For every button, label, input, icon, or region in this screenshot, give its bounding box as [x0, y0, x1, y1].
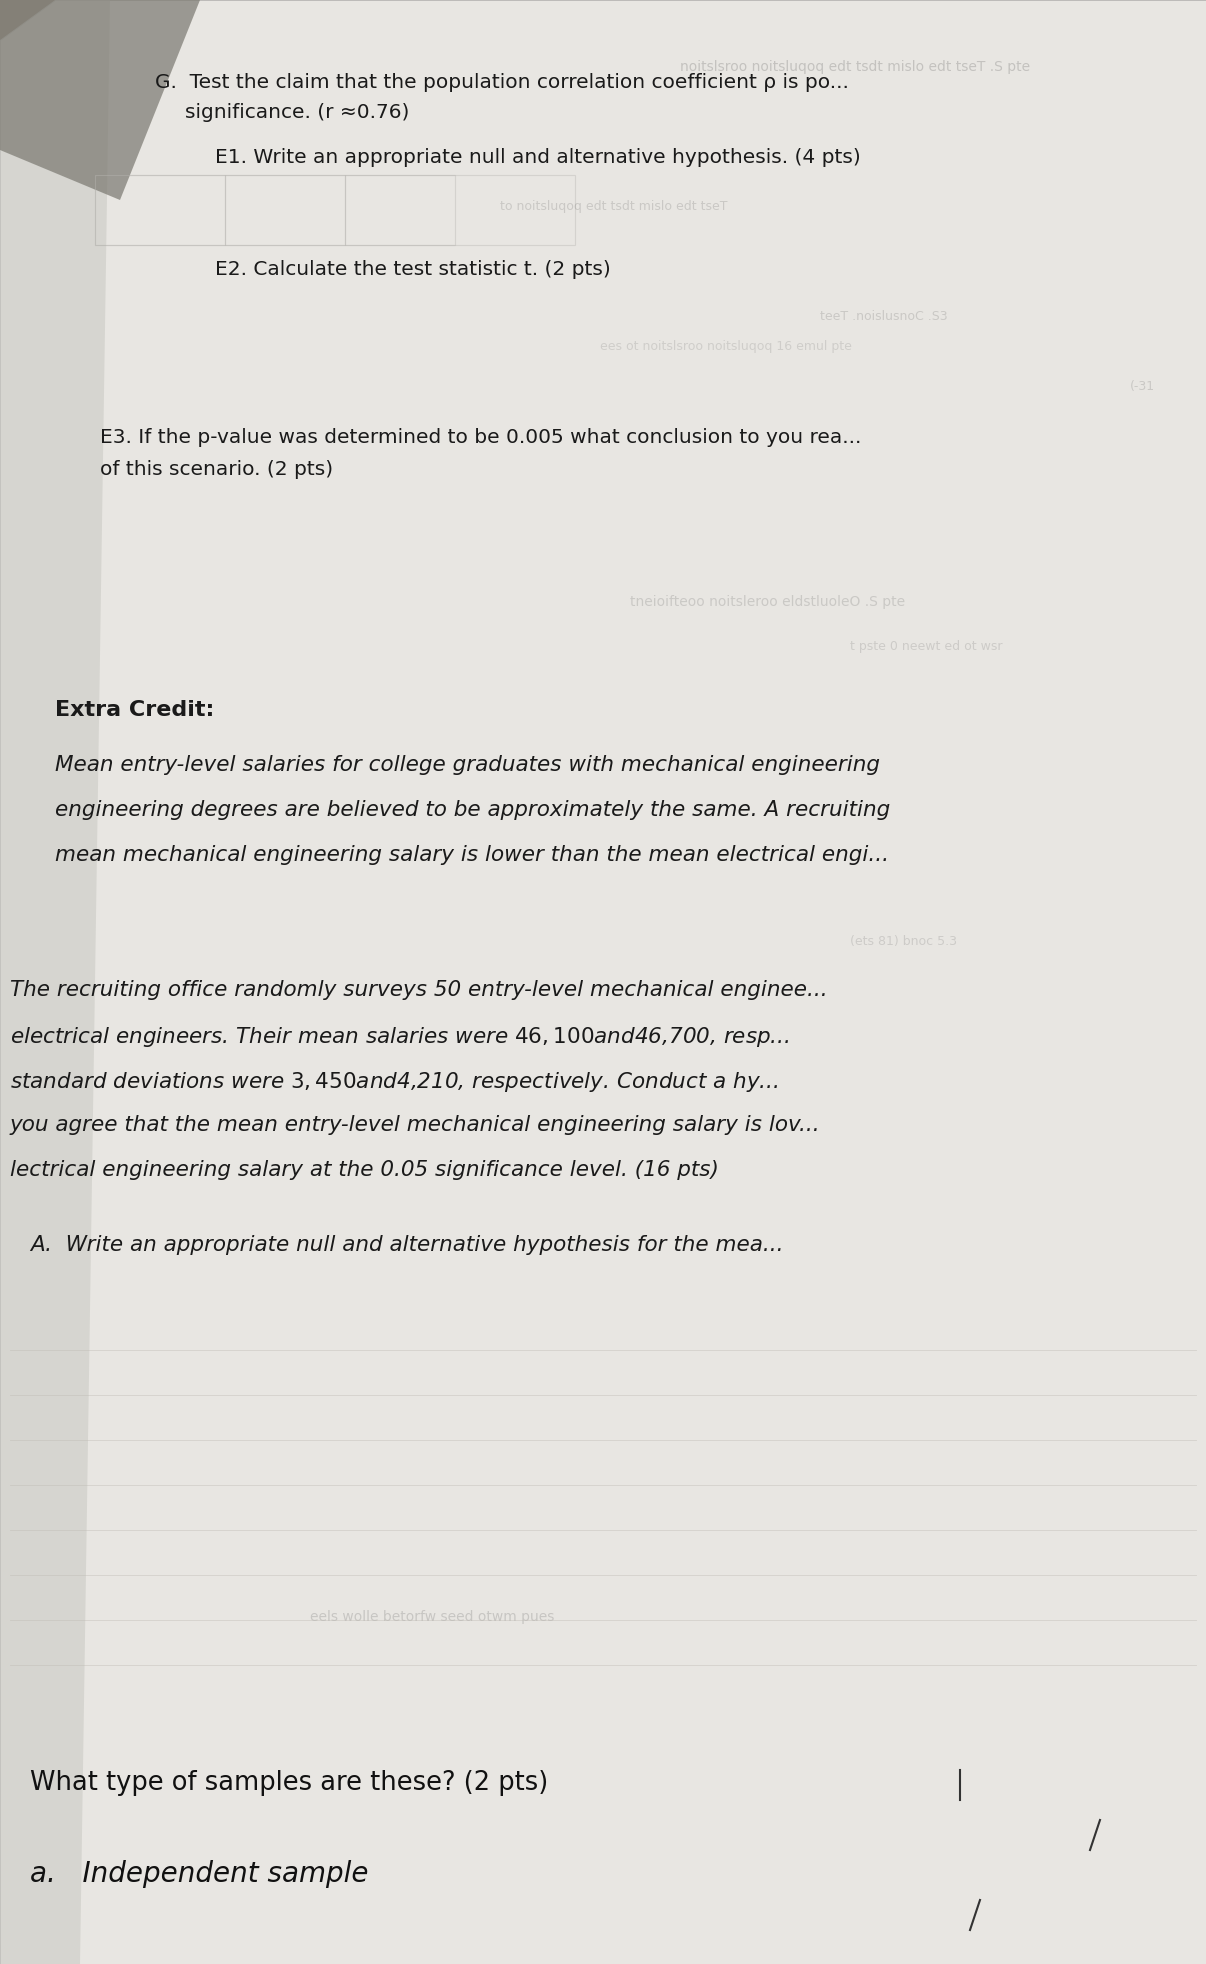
Text: you agree that the mean entry-level mechanical engineering salary is lov...: you agree that the mean entry-level mech… [10, 1116, 820, 1135]
Text: (ets 81) bnoc 5.3: (ets 81) bnoc 5.3 [850, 935, 958, 949]
Polygon shape [8, 6, 1206, 1964]
Text: teeT .noislusnoC .S3: teeT .noislusnoC .S3 [820, 310, 948, 322]
Text: E3. If the p-value was determined to be 0.005 what conclusion to you rea...: E3. If the p-value was determined to be … [100, 428, 861, 448]
Text: Mean entry-level salaries for college graduates with mechanical engineering: Mean entry-level salaries for college gr… [55, 754, 880, 776]
Text: significance. (r ≈0.76): significance. (r ≈0.76) [185, 102, 409, 122]
Text: mean mechanical engineering salary is lower than the mean electrical engi...: mean mechanical engineering salary is lo… [55, 845, 889, 864]
Text: engineering degrees are believed to be approximately the same. A recruiting: engineering degrees are believed to be a… [55, 799, 890, 821]
Bar [226, 175, 345, 246]
Text: G.  Test the claim that the population correlation coefficient ρ is po...: G. Test the claim that the population co… [156, 73, 849, 92]
Text: (-31: (-31 [1130, 379, 1155, 393]
Polygon shape [0, 0, 110, 1964]
Text: electrical engineers. Their mean salaries were $46,100 and $46,700, resp...: electrical engineers. Their mean salarie… [10, 1025, 790, 1049]
Text: Extra Credit:: Extra Credit: [55, 699, 215, 721]
Bar [345, 175, 455, 246]
Text: What type of samples are these? (2 pts): What type of samples are these? (2 pts) [30, 1770, 549, 1795]
Text: A.  Write an appropriate null and alternative hypothesis for the mea...: A. Write an appropriate null and alterna… [30, 1235, 784, 1255]
Bar [95, 175, 226, 246]
Text: tneioifteoo noitsleroo eldstluoleO .S pte: tneioifteoo noitsleroo eldstluoleO .S pt… [630, 595, 906, 609]
Text: t pste 0 neewt ed ot wsr: t pste 0 neewt ed ot wsr [850, 640, 1002, 652]
Text: to noitsluqoq edt tsdt mislo edt tseT: to noitsluqoq edt tsdt mislo edt tseT [500, 200, 727, 212]
Text: The recruiting office randomly surveys 50 entry-level mechanical enginee...: The recruiting office randomly surveys 5… [10, 980, 827, 1000]
Text: E1. Write an appropriate null and alternative hypothesis. (4 pts): E1. Write an appropriate null and altern… [215, 147, 861, 167]
Polygon shape [0, 0, 200, 200]
Text: ees ot noitslsroo noitsluqoq 16 emul pte: ees ot noitslsroo noitsluqoq 16 emul pte [601, 340, 851, 354]
Text: lectrical engineering salary at the 0.05 significance level. (16 pts): lectrical engineering salary at the 0.05… [10, 1161, 719, 1180]
Text: E2. Calculate the test statistic t. (2 pts): E2. Calculate the test statistic t. (2 p… [215, 259, 610, 279]
Text: a.   Independent sample: a. Independent sample [30, 1860, 369, 1887]
Text: of this scenario. (2 pts): of this scenario. (2 pts) [100, 460, 333, 479]
Bar [95, 175, 575, 246]
Text: standard deviations were $3,450 and $4,210, respectively. Conduct a hy...: standard deviations were $3,450 and $4,2… [10, 1070, 779, 1094]
Text: eels wolle betorfw seed otwm pues: eels wolle betorfw seed otwm pues [310, 1610, 555, 1624]
Text: noitslsroo noitsluqoq edt tsdt mislo edt tseT .S pte: noitslsroo noitsluqoq edt tsdt mislo edt… [680, 61, 1030, 75]
